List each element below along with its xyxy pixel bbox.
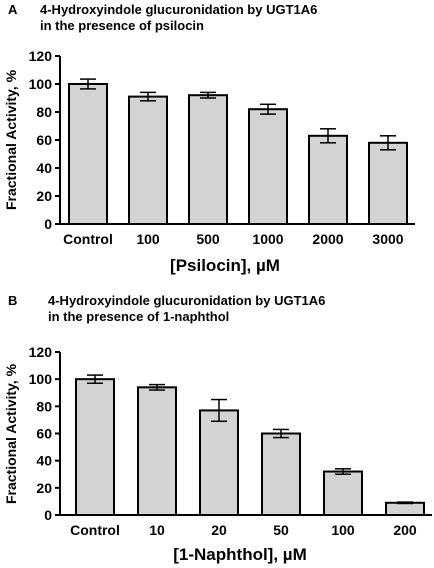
panel-label-a: A: [8, 2, 18, 17]
panel-b: B 4-Hydroxyindole glucuronidation by UGT…: [3, 293, 432, 564]
x-tick-label-b: 200: [393, 522, 417, 538]
x-tick-label-a: 2000: [312, 231, 343, 247]
bar-a: [308, 134, 348, 225]
x-tick-label-b: 10: [149, 522, 165, 538]
chart-a-ylabel: Fractional Activity, %: [3, 69, 19, 210]
y-tick-label-b: 120: [29, 344, 53, 360]
y-tick-label-a: 120: [29, 48, 53, 64]
panel-a: A 4-Hydroxyindole glucuronidation by UGT…: [3, 2, 415, 275]
y-tick-label-a: 100: [29, 76, 53, 92]
y-tick-label-a: 40: [36, 160, 52, 176]
bar-a: [188, 94, 228, 225]
y-tick-label-a: 60: [36, 132, 52, 148]
y-tick-label-b: 80: [36, 398, 52, 414]
y-tick-label-b: 0: [44, 507, 52, 523]
chart-b-title-line1: 4-Hydroxyindole glucuronidation by UGT1A…: [48, 293, 325, 308]
bar-b: [261, 432, 301, 516]
y-tick-label-a: 20: [36, 188, 52, 204]
chart-a-xlabel: [Psilocin], µM: [170, 256, 280, 275]
y-tick-label-b: 20: [36, 480, 52, 496]
y-tick-label-b: 100: [29, 371, 53, 387]
bar-b: [385, 501, 425, 516]
chart-b-ylabel: Fractional Activity, %: [3, 363, 19, 504]
bar-a: [128, 95, 168, 225]
bar-b: [323, 470, 363, 516]
chart-a-title-line2: in the presence of psilocin: [40, 18, 204, 33]
y-tick-label-a: 0: [44, 216, 52, 232]
x-tick-label-a: 1000: [252, 231, 283, 247]
y-tick-label-b: 40: [36, 453, 52, 469]
x-tick-label-b: 50: [273, 522, 289, 538]
y-tick-label-a: 80: [36, 104, 52, 120]
x-tick-label-b: 20: [211, 522, 227, 538]
x-tick-label-a: 500: [196, 231, 220, 247]
chart-a-title-line1: 4-Hydroxyindole glucuronidation by UGT1A…: [40, 2, 317, 17]
y-tick-label-b: 60: [36, 426, 52, 442]
chart-b-xlabel: [1-Naphthol], µM: [173, 545, 307, 564]
x-tick-label-b: Control: [70, 522, 120, 538]
bar-a: [68, 83, 108, 225]
bar-b: [137, 386, 177, 517]
x-tick-label-a: Control: [63, 231, 113, 247]
x-tick-label-a: 100: [136, 231, 160, 247]
bar-a: [248, 108, 288, 225]
bar-b: [199, 409, 239, 516]
bar-b: [75, 378, 115, 516]
chart-b-title-line2: in the presence of 1-naphthol: [48, 309, 229, 324]
panel-label-b: B: [8, 293, 17, 308]
x-tick-label-b: 100: [331, 522, 355, 538]
x-tick-label-a: 3000: [372, 231, 403, 247]
bar-a: [368, 141, 408, 225]
